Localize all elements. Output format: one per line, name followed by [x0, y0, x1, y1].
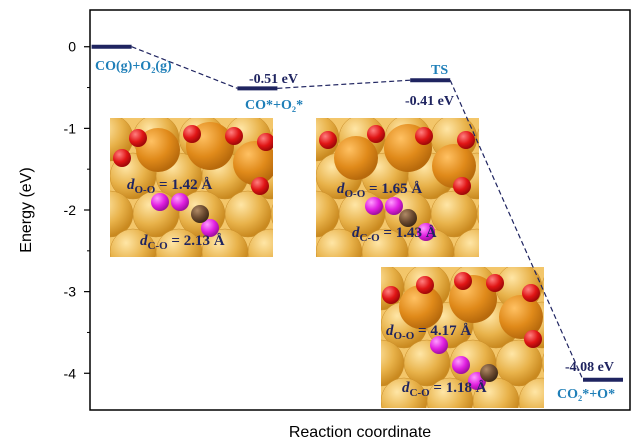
distance-label-co-initial: dC-O = 2.13 Å	[140, 233, 225, 252]
surface-atom	[316, 248, 317, 256]
surface-atom	[247, 228, 273, 257]
state-label-final: CO₂*+O*	[557, 387, 615, 402]
value-label-final: -4.08 eV	[565, 360, 614, 375]
y-tick-label: -4	[64, 365, 77, 381]
surface-atom	[316, 172, 317, 180]
surface-atom	[518, 377, 544, 408]
distance-label-oo-initial: dO-O = 1.42 Å	[127, 177, 212, 196]
top-layer-atom	[233, 141, 273, 185]
distance-label-co-final: dC-O = 1.18 Å	[402, 380, 487, 399]
surface-atom	[381, 397, 382, 405]
structure-inset-initial: dO-O = 1.42 Å dC-O = 2.13 Å	[110, 118, 273, 257]
value-label-adsorbed: -0.51 eV	[249, 72, 298, 87]
lattice-oxygen-atom	[454, 272, 472, 290]
adsorbate-oxygen-atom	[201, 219, 219, 237]
y-tick-label: -3	[64, 284, 77, 300]
lattice-oxygen-atom	[416, 276, 434, 294]
state-label-ts: TS	[431, 63, 448, 78]
lattice-oxygen-atom	[453, 177, 471, 195]
lattice-oxygen-atom	[251, 177, 269, 195]
surface-atom	[381, 321, 382, 329]
adsorbate-oxygen-atom	[430, 336, 448, 354]
adsorbate-oxygen-atom	[417, 223, 435, 241]
y-axis-ticks: 0 -1 -2 -3 -4	[64, 39, 90, 381]
y-tick-label: 0	[68, 39, 76, 55]
y-axis-title: Energy (eV)	[18, 167, 35, 252]
distance-label-oo-ts: dO-O = 1.65 Å	[337, 181, 422, 200]
state-label-initial: CO(g)+O₂(g)	[95, 59, 172, 74]
adsorbate-oxygen-atom	[365, 197, 383, 215]
lattice-oxygen-atom	[415, 127, 433, 145]
y-tick-label: -1	[64, 120, 77, 136]
lattice-oxygen-atom	[382, 286, 400, 304]
top-layer-atom	[334, 136, 378, 180]
lattice-oxygen-atom	[486, 274, 504, 292]
surface-atom	[270, 128, 273, 148]
adsorbate-oxygen-atom	[385, 197, 403, 215]
x-axis-title: Reaction coordinate	[289, 424, 431, 441]
carbon-atom	[399, 209, 417, 227]
top-layer-atom	[136, 128, 180, 172]
surface-atom	[453, 228, 479, 257]
adsorbate-oxygen-atom	[151, 193, 169, 211]
lattice-oxygen-atom	[367, 125, 385, 143]
surface-atom	[476, 128, 479, 148]
lattice-oxygen-atom	[319, 131, 337, 149]
adsorbate-oxygen-atom	[171, 193, 189, 211]
value-label-ts: -0.41 eV	[405, 94, 454, 109]
lattice-oxygen-atom	[113, 149, 131, 167]
state-label-adsorbed: CO*+O₂*	[245, 98, 303, 113]
top-layer-atom	[432, 144, 476, 188]
surface-atom	[270, 204, 273, 224]
lattice-oxygen-atom	[225, 127, 243, 145]
lattice-oxygen-atom	[522, 284, 540, 302]
carbon-atom	[191, 205, 209, 223]
surface-atom	[110, 228, 157, 257]
lattice-oxygen-atom	[457, 131, 475, 149]
y-tick-label: -2	[64, 202, 77, 218]
adsorbate-oxygen-atom	[452, 356, 470, 374]
carbon-atom	[480, 364, 498, 382]
lattice-oxygen-atom	[129, 129, 147, 147]
structure-inset-final: dO-O = 4.17 Å dC-O = 1.18 Å	[381, 267, 544, 408]
energy-levels	[91, 44, 623, 382]
surface-atom	[110, 172, 111, 180]
structure-inset-transition-state: dO-O = 1.65 Å dC-O = 1.43 Å	[316, 118, 479, 257]
surface-atom	[110, 248, 111, 256]
lattice-oxygen-atom	[257, 133, 273, 151]
surface-atom	[541, 353, 544, 373]
top-layer-atom	[499, 295, 543, 339]
lattice-oxygen-atom	[524, 330, 542, 348]
lattice-oxygen-atom	[183, 125, 201, 143]
connector-line	[131, 46, 238, 89]
distance-label-co-ts: dC-O = 1.43 Å	[352, 225, 437, 244]
distance-label-oo-final: dO-O = 4.17 Å	[386, 323, 471, 342]
connector-line	[277, 79, 411, 89]
surface-atom	[476, 204, 479, 224]
top-layer-atom	[399, 285, 443, 329]
connector-line	[449, 79, 584, 381]
